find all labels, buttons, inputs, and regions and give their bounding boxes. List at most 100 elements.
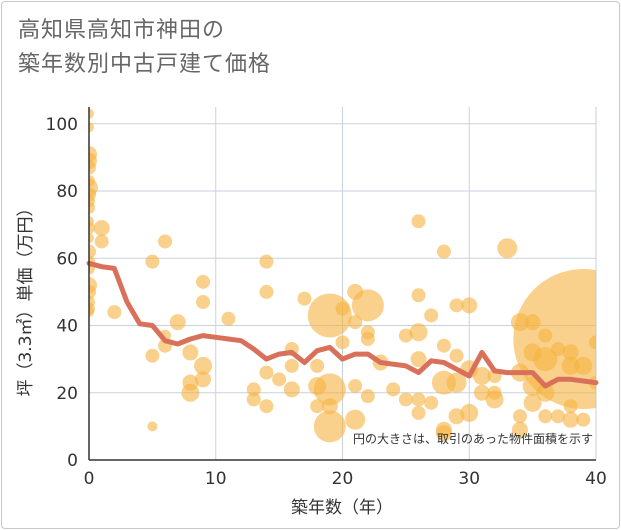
data-bubble	[194, 356, 213, 375]
data-bubble	[169, 314, 186, 331]
y-tick-label: 80	[56, 182, 78, 202]
data-bubble	[436, 244, 451, 259]
data-bubble	[158, 234, 173, 249]
y-tick-label: 40	[56, 317, 78, 337]
data-bubble	[321, 398, 338, 415]
data-bubble	[94, 234, 109, 249]
y-tick-label: 0	[67, 451, 78, 471]
average-price-line	[86, 260, 599, 389]
data-bubble	[93, 220, 110, 237]
y-tick-label: 100	[46, 115, 78, 135]
y-axis-label: 坪（3.3㎡）単価（万円）	[16, 199, 36, 396]
data-bubble	[386, 382, 401, 397]
grid-layer	[89, 107, 597, 460]
data-bubble	[460, 403, 479, 422]
data-bubble	[562, 411, 579, 428]
data-bubble	[259, 284, 274, 299]
x-tick-label: 0	[84, 469, 95, 489]
data-bubble	[435, 425, 452, 442]
data-bubble	[512, 409, 527, 424]
data-bubble	[335, 335, 350, 350]
line-layer	[86, 260, 599, 389]
data-bubble	[259, 399, 274, 414]
data-bubble	[589, 335, 596, 350]
data-bubble	[297, 291, 312, 306]
data-bubble	[446, 372, 467, 393]
data-bubble	[411, 214, 426, 229]
data-bubble	[449, 298, 464, 313]
data-bubble	[89, 233, 94, 244]
data-bubble	[182, 344, 199, 361]
data-bubble	[313, 373, 346, 406]
bubble-layer	[89, 108, 596, 443]
data-bubble	[345, 409, 366, 430]
data-bubble	[259, 254, 274, 269]
data-bubble	[411, 405, 426, 420]
data-bubble	[246, 392, 261, 407]
data-bubble	[89, 307, 94, 318]
data-bubble	[89, 222, 95, 235]
data-bubble	[424, 395, 439, 410]
data-bubble	[485, 390, 504, 409]
data-bubble	[107, 305, 122, 320]
data-bubble	[497, 238, 518, 259]
data-bubble	[89, 244, 96, 259]
data-bubble	[313, 410, 346, 443]
data-bubble	[310, 399, 325, 414]
data-bubble	[89, 108, 94, 119]
data-bubble	[461, 297, 478, 314]
size-note: 円の大きさは、取引のあった物件面積を示す	[353, 431, 593, 446]
x-tick-label: 30	[458, 469, 480, 489]
data-bubble	[89, 201, 95, 214]
data-bubble	[398, 328, 413, 343]
data-bubble	[283, 381, 300, 398]
x-tick-label: 20	[332, 469, 354, 489]
data-bubble	[348, 315, 363, 330]
data-bubble	[436, 338, 451, 353]
data-bubble	[472, 366, 491, 385]
data-bubble	[409, 323, 428, 342]
data-bubble	[307, 293, 352, 338]
data-bubble	[360, 331, 375, 346]
data-bubble	[89, 122, 94, 133]
chart-title-line-2: 築年数別中古戸建て価格	[18, 52, 272, 77]
data-bubble	[89, 284, 96, 299]
data-bubble	[89, 160, 96, 175]
data-bubble	[259, 365, 274, 380]
data-bubble	[181, 383, 200, 402]
data-bubble	[424, 308, 439, 323]
data-bubble	[411, 288, 426, 303]
data-bubble	[196, 274, 211, 289]
data-bubble	[246, 382, 261, 397]
data-bubble	[348, 379, 363, 394]
data-bubble	[335, 301, 350, 316]
data-bubble	[523, 393, 542, 412]
data-bubble	[473, 384, 490, 401]
data-bubble	[550, 409, 565, 424]
data-bubble	[284, 358, 299, 373]
data-bubble	[147, 421, 158, 432]
data-bubble	[310, 358, 325, 373]
x-tick-label: 40	[585, 469, 607, 489]
data-bubble	[576, 412, 591, 427]
x-axis-label: 築年数（年）	[291, 498, 393, 518]
chart-title: 高知県高知市神田の 築年数別中古戸建て価格	[18, 14, 271, 82]
data-bubble	[145, 348, 160, 363]
x-tick-label: 10	[205, 469, 227, 489]
data-bubble	[196, 294, 211, 309]
data-bubble	[398, 392, 413, 407]
data-bubble	[221, 311, 236, 326]
y-tick-label: 60	[56, 249, 78, 269]
y-tick-label: 20	[56, 384, 78, 404]
data-bubble	[574, 356, 593, 375]
data-bubble	[411, 392, 426, 407]
data-bubble	[272, 372, 287, 387]
axis-layer: 0 10 20 30 40 0 20 40 60 80 100	[46, 107, 607, 489]
data-bubble	[351, 289, 384, 322]
data-bubble	[145, 254, 160, 269]
data-bubble	[449, 348, 464, 363]
chart-title-line-1: 高知県高知市神田の	[18, 18, 226, 43]
data-bubble	[360, 389, 375, 404]
data-bubble	[195, 371, 212, 388]
